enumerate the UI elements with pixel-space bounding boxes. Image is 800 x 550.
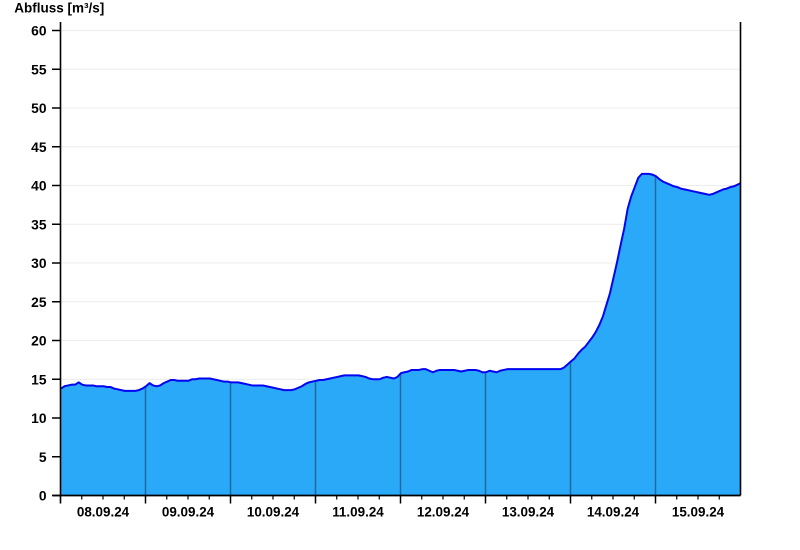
svg-text:10.09.24: 10.09.24 (247, 505, 300, 520)
svg-text:08.09.24: 08.09.24 (77, 505, 130, 520)
svg-text:45: 45 (31, 140, 47, 155)
svg-text:25: 25 (31, 295, 47, 310)
svg-text:12.09.24: 12.09.24 (417, 505, 470, 520)
svg-text:13.09.24: 13.09.24 (502, 505, 555, 520)
svg-text:10: 10 (31, 411, 47, 426)
svg-text:0: 0 (39, 489, 47, 504)
svg-text:09.09.24: 09.09.24 (162, 505, 215, 520)
svg-text:35: 35 (31, 217, 47, 232)
svg-text:15.09.24: 15.09.24 (672, 505, 725, 520)
svg-text:50: 50 (31, 101, 47, 116)
svg-text:5: 5 (39, 450, 47, 465)
svg-text:30: 30 (31, 256, 47, 271)
svg-text:11.09.24: 11.09.24 (332, 505, 384, 520)
svg-text:55: 55 (31, 62, 47, 77)
svg-text:15: 15 (31, 372, 47, 387)
svg-text:Abfluss [m³/s]: Abfluss [m³/s] (14, 1, 104, 16)
svg-text:20: 20 (31, 334, 47, 349)
svg-text:60: 60 (31, 24, 47, 39)
svg-text:14.09.24: 14.09.24 (587, 505, 640, 520)
svg-text:40: 40 (31, 179, 47, 194)
